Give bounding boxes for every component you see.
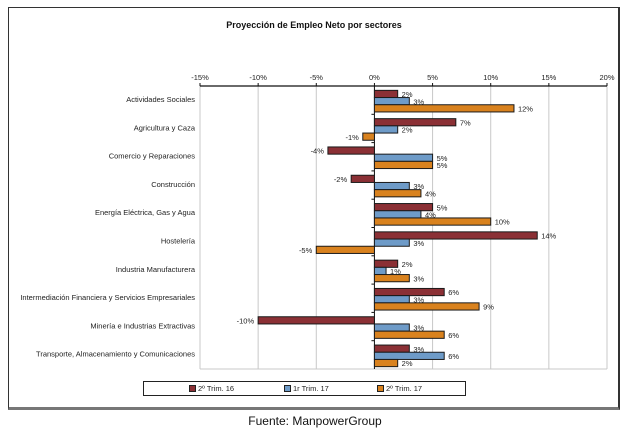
- data-label: 3%: [413, 345, 424, 354]
- category-label: Comercio y Reparaciones: [109, 152, 196, 161]
- bar: [373, 153, 434, 162]
- bars: [257, 89, 538, 368]
- bar: [315, 245, 375, 254]
- legend-item-1t17: 1r Trim. 17: [284, 384, 329, 393]
- data-label: 14%: [541, 232, 556, 241]
- bar: [373, 323, 410, 332]
- data-labels: 2%3%12%7%2%-1%-4%5%5%-2%3%4%5%4%10%14%3%…: [237, 90, 557, 368]
- bar: [373, 118, 457, 127]
- data-label: 12%: [518, 104, 533, 113]
- data-label: 3%: [413, 324, 424, 333]
- bar: [373, 287, 445, 297]
- legend-item-2t16: 2º Trim. 16: [189, 384, 234, 393]
- category-label: Industria Manufacturera: [116, 265, 196, 274]
- category-label: Construcción: [151, 180, 195, 189]
- bar: [257, 316, 375, 325]
- x-tick-label: 10%: [483, 73, 498, 82]
- data-label: 5%: [437, 154, 448, 163]
- bar: [350, 174, 375, 183]
- data-label: 7%: [460, 118, 471, 127]
- legend-swatch-2t16: [189, 385, 196, 392]
- bar: [373, 344, 410, 353]
- bar: [373, 160, 434, 170]
- data-label: 6%: [448, 331, 459, 340]
- source-note: Fuente: ManpowerGroup: [248, 414, 382, 428]
- category-label: Minería e Industrias Extractivas: [90, 321, 195, 330]
- category-label: Transporte, Almacenamiento y Comunicacio…: [36, 350, 195, 359]
- category-label: Actividades Sociales: [126, 95, 195, 104]
- data-label: 4%: [425, 210, 436, 219]
- data-label: -5%: [299, 246, 313, 255]
- data-label: 3%: [413, 182, 424, 191]
- data-label: 5%: [437, 203, 448, 212]
- bar: [373, 189, 422, 198]
- y-axis-categories: Actividades Sociales Agricultura y Caza Co…: [20, 95, 375, 359]
- data-label: 3%: [413, 274, 424, 283]
- data-label: 2%: [402, 90, 413, 99]
- bar: [373, 203, 434, 212]
- bar: [373, 358, 399, 368]
- bar: [327, 146, 375, 155]
- legend-label-1t17: 1r Trim. 17: [293, 384, 329, 393]
- legend-label-2t17: 2º Trim. 17: [386, 384, 423, 393]
- bar: [373, 238, 410, 247]
- bar: [373, 181, 410, 191]
- chart-title: Proyección de Empleo Neto por sectores: [226, 20, 402, 30]
- data-label: -1%: [345, 133, 359, 142]
- legend-item-2t17: 2º Trim. 17: [377, 384, 422, 393]
- data-label: 9%: [483, 303, 494, 312]
- bar: [373, 125, 399, 134]
- legend-swatch-1t17: [284, 385, 291, 392]
- category-label: Agricultura y Caza: [134, 123, 196, 132]
- data-label: 4%: [425, 189, 436, 198]
- data-label: 5%: [437, 161, 448, 170]
- x-tick-label: 20%: [599, 73, 614, 82]
- data-label: 10%: [495, 218, 510, 227]
- data-label: 1%: [390, 267, 401, 276]
- bar: [373, 231, 538, 240]
- bar: [373, 266, 387, 276]
- data-label: -2%: [334, 175, 348, 184]
- legend: 2º Trim. 16 1r Trim. 17 2º Trim. 17: [143, 381, 466, 396]
- bar: [373, 330, 445, 339]
- chart-frame: [8, 7, 620, 410]
- data-label: 2%: [402, 359, 413, 368]
- category-label: Energía Eléctrica, Gas y Agua: [95, 208, 196, 217]
- legend-label-2t16: 2º Trim. 16: [198, 384, 235, 393]
- x-tick-label: 15%: [541, 73, 556, 82]
- bar: [373, 274, 410, 283]
- data-label: 3%: [413, 97, 424, 106]
- x-tick-label: -5%: [310, 73, 324, 82]
- category-label: Intermediación Financiera y Servicios Em…: [20, 293, 195, 302]
- data-label: 2%: [402, 260, 413, 269]
- data-label: 3%: [413, 239, 424, 248]
- x-tick-label: 5%: [427, 73, 438, 82]
- bar: [373, 217, 492, 226]
- data-label: 2%: [402, 126, 413, 135]
- data-label: -4%: [311, 147, 325, 156]
- category-label: Hostelería: [161, 237, 196, 246]
- data-label: 3%: [413, 295, 424, 304]
- data-label: -10%: [237, 316, 255, 325]
- bar: [373, 295, 410, 304]
- x-tick-label: -10%: [249, 73, 267, 82]
- bar: [373, 302, 480, 311]
- bar: [373, 104, 515, 113]
- x-tick-label: 0%: [369, 73, 380, 82]
- x-tick-label: -15%: [191, 73, 209, 82]
- data-label: 6%: [448, 288, 459, 297]
- bar: [362, 132, 375, 141]
- data-label: 6%: [448, 352, 459, 361]
- bar: [373, 210, 422, 219]
- bar: [373, 89, 399, 99]
- bar: [373, 351, 445, 360]
- legend-swatch-2t17: [377, 385, 384, 392]
